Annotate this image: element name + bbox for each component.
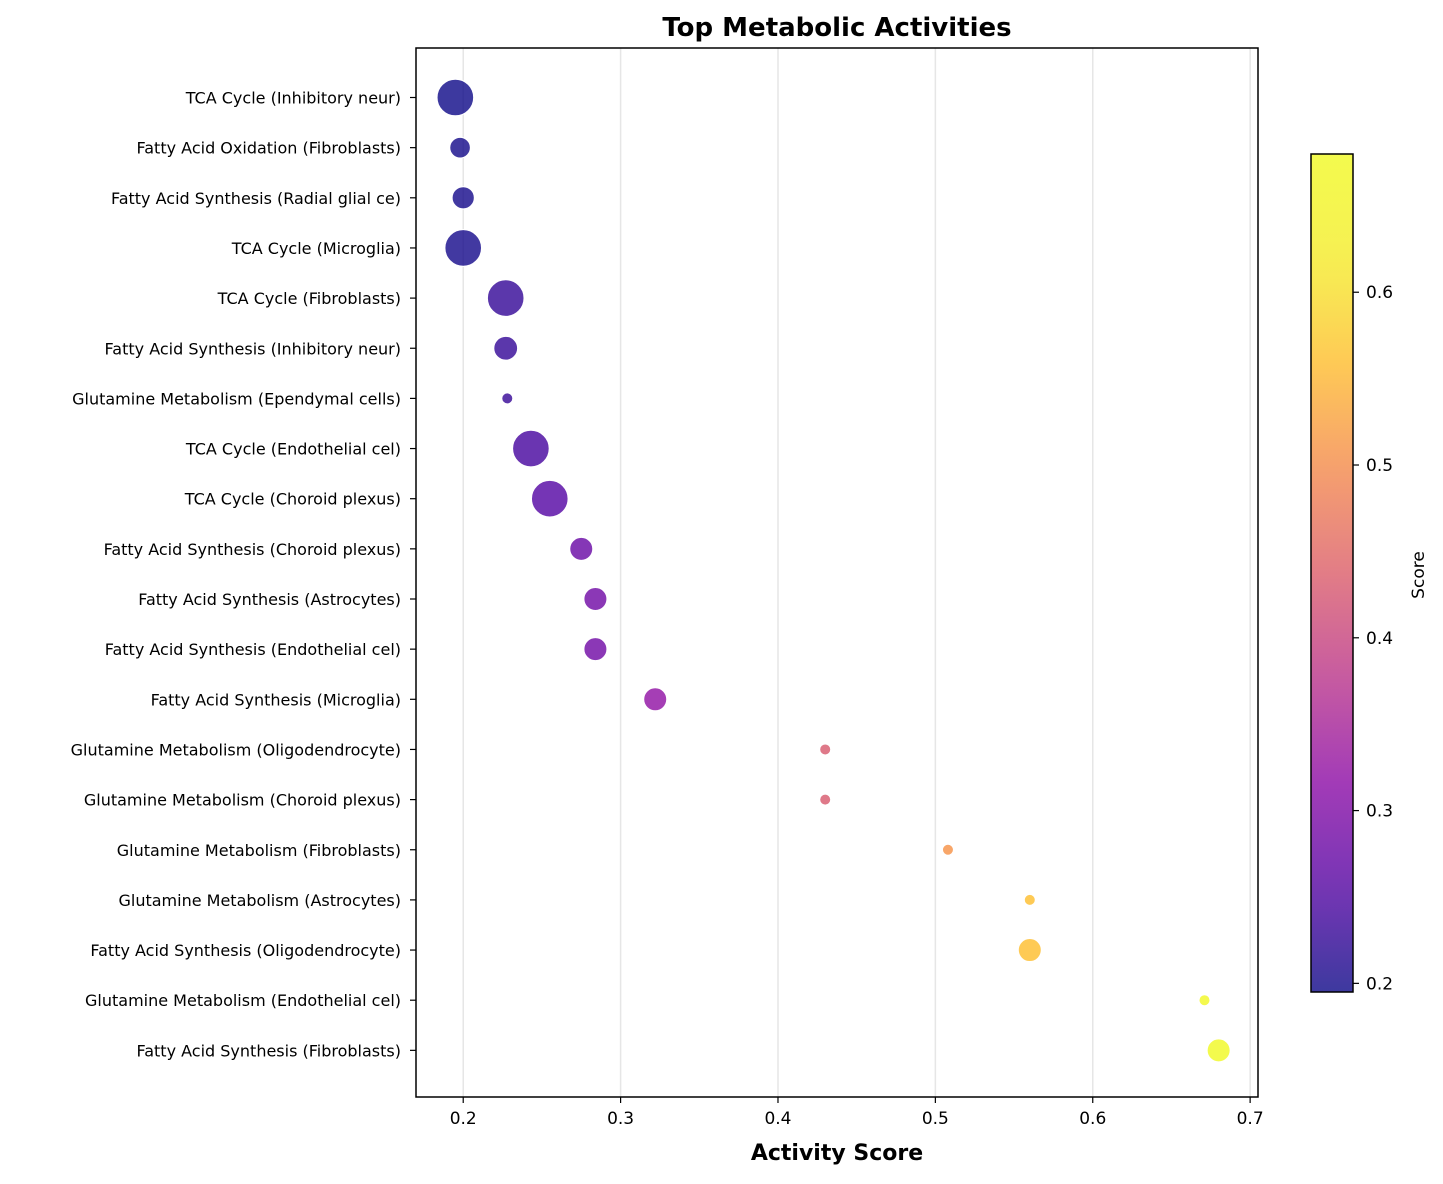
data-point <box>818 793 832 806</box>
x-tick-label: 0.2 <box>450 1109 477 1129</box>
grid-lines <box>462 48 1251 1097</box>
colorbar-ticks: 0.2 0.3 0.4 0.5 0.6 <box>1353 283 1393 994</box>
data-point <box>451 186 476 210</box>
data-point <box>643 687 668 712</box>
data-point <box>493 335 519 361</box>
y-tick-label: Fatty Acid Synthesis (Endothelial cel) <box>105 640 401 659</box>
y-tick-label: Fatty Acid Synthesis (Inhibitory neur) <box>105 339 401 358</box>
y-tick-label: Fatty Acid Synthesis (Astrocytes) <box>138 590 401 609</box>
data-point <box>530 479 569 518</box>
y-tick-label: Glutamine Metabolism (Oligodendrocyte) <box>71 740 401 759</box>
data-point <box>486 279 525 318</box>
y-tick-label: TCA Cycle (Endothelial cel) <box>185 440 401 459</box>
plot-frame <box>415 47 1259 1098</box>
y-tick-label: TCA Cycle (Microglia) <box>231 239 401 258</box>
y-tick-label: TCA Cycle (Inhibitory neur) <box>185 89 401 108</box>
y-tick-labels: TCA Cycle (Inhibitory neur) Fatty Acid Ox… <box>71 89 416 1060</box>
data-point <box>818 743 832 756</box>
x-tick-label: 0.6 <box>1079 1109 1106 1129</box>
y-tick-label: Fatty Acid Synthesis (Microglia) <box>151 690 401 709</box>
data-point <box>1023 893 1036 907</box>
y-tick-label: Glutamine Metabolism (Fibroblasts) <box>117 841 401 860</box>
data-point <box>1206 1038 1231 1063</box>
y-tick-label: Fatty Acid Oxidation (Fibroblasts) <box>137 139 401 158</box>
y-tick-label: Fatty Acid Synthesis (Fibroblasts) <box>136 1041 401 1060</box>
y-tick-label: Fatty Acid Synthesis (Oligodendrocyte) <box>90 941 401 960</box>
y-tick-label: Glutamine Metabolism (Choroid plexus) <box>84 791 401 810</box>
data-point <box>941 843 955 856</box>
data-point <box>501 392 514 405</box>
x-tick-label: 0.4 <box>764 1109 791 1129</box>
colorbar-tick-label: 0.4 <box>1366 629 1393 649</box>
data-point <box>1017 937 1042 963</box>
colorbar-tick-label: 0.6 <box>1366 283 1393 303</box>
colorbar <box>1310 153 1354 993</box>
data-points <box>436 78 1231 1063</box>
data-point <box>569 536 594 562</box>
x-axis-label: Activity Score <box>751 1141 923 1166</box>
data-point <box>583 586 608 612</box>
y-tick-label: Glutamine Metabolism (Endothelial cel) <box>85 991 401 1010</box>
data-point <box>511 429 550 468</box>
x-tick-label: 0.5 <box>922 1109 949 1129</box>
y-tick-label: Glutamine Metabolism (Ependymal cells) <box>72 389 401 408</box>
x-tick-labels: 0.2 0.3 0.4 0.5 0.6 0.7 <box>450 1097 1264 1129</box>
y-tick-label: Glutamine Metabolism (Astrocytes) <box>118 891 401 910</box>
data-point <box>583 636 608 662</box>
data-point <box>436 78 475 117</box>
x-tick-label: 0.7 <box>1237 1109 1264 1129</box>
colorbar-tick-label: 0.5 <box>1366 456 1393 476</box>
data-point <box>1198 994 1211 1007</box>
colorbar-label: Score <box>1409 551 1429 599</box>
colorbar-tick-label: 0.3 <box>1366 802 1393 822</box>
y-tick-label: Fatty Acid Synthesis (Choroid plexus) <box>104 540 401 559</box>
chart-title: Top Metabolic Activities <box>662 13 1011 43</box>
colorbar-gradient <box>1310 153 1354 993</box>
data-point <box>449 136 472 159</box>
y-tick-label: Fatty Acid Synthesis (Radial glial ce) <box>111 189 401 208</box>
y-tick-label: TCA Cycle (Fibroblasts) <box>217 289 401 308</box>
data-point <box>444 228 483 267</box>
colorbar-tick-label: 0.2 <box>1366 974 1393 994</box>
x-tick-label: 0.3 <box>607 1109 634 1129</box>
y-tick-label: TCA Cycle (Choroid plexus) <box>184 490 401 509</box>
